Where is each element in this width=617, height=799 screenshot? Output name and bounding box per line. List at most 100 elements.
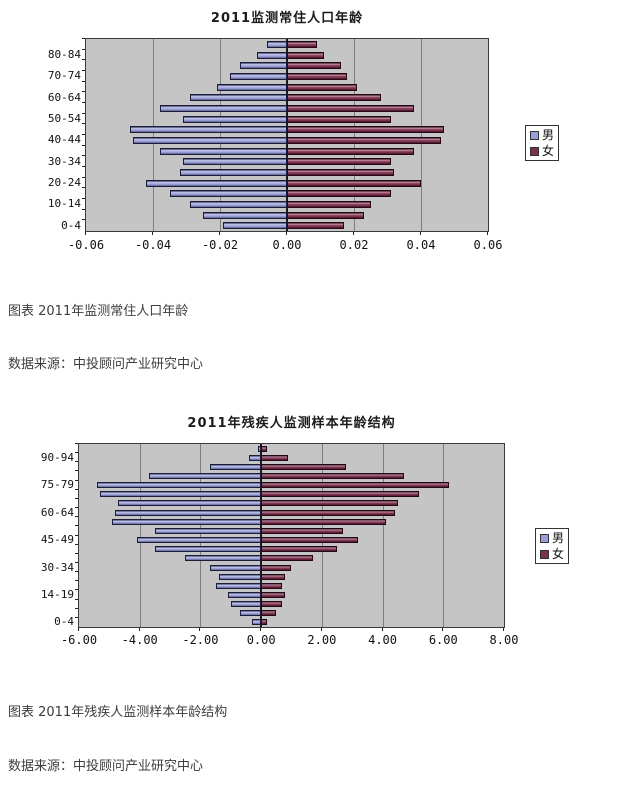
bar-male-60-64 [115, 509, 262, 516]
bar-female-0-4 [287, 222, 344, 230]
bar-male-25-29 [179, 168, 287, 176]
legend-label-male: 男 [542, 128, 555, 142]
bar-male-70-74 [230, 72, 287, 80]
x-axis-tick [503, 628, 504, 631]
y-axis-tick [75, 534, 78, 536]
y-axis-tick [82, 112, 85, 114]
chart2-caption: 图表 2011年残疾人监测样本年龄结构 [8, 705, 228, 720]
y-axis-tick [75, 598, 78, 600]
bar-male-65-69 [118, 500, 262, 507]
gridline [354, 39, 355, 231]
x-tick-label: -0.04 [134, 238, 172, 252]
y-tick-label: 80-84 [47, 48, 81, 61]
y-axis-tick [82, 70, 85, 71]
y-axis-tick [75, 561, 78, 563]
bar-male-25-29 [218, 573, 262, 580]
bar-male-30-34 [183, 158, 287, 166]
bar-female-20-24 [287, 179, 421, 187]
legend-entry-female: 女 [540, 548, 564, 561]
y-axis-tick [82, 91, 85, 93]
bar-female-25-29 [261, 573, 286, 580]
chart1-plot-area [85, 38, 489, 232]
y-axis-tick [75, 461, 78, 463]
y-axis-tick [82, 80, 85, 82]
bar-female-40-44 [287, 136, 442, 144]
y-axis-tick [75, 452, 78, 454]
y-axis-tick [82, 208, 85, 210]
bar-female-75-79 [261, 482, 450, 489]
bar-male-70-74 [100, 491, 262, 498]
y-axis-tick [82, 219, 85, 221]
bar-female-45-49 [261, 537, 359, 544]
chart2-source: 数据来源：中投顾问产业研究中心 [8, 759, 204, 774]
x-axis-tick [442, 628, 444, 631]
x-axis-tick [353, 232, 354, 235]
y-tick-label: 70-74 [47, 69, 81, 83]
bar-male-75-79 [97, 482, 262, 489]
bar-male-80-84 [148, 473, 262, 480]
y-tick-label: 60-64 [47, 90, 81, 104]
gridline [321, 444, 323, 627]
x-axis-tick [286, 232, 287, 235]
bar-female-60-64 [287, 94, 381, 102]
x-tick-label: 0.00 [246, 633, 276, 647]
y-tick-label: 75-79 [40, 478, 74, 492]
y-axis-tick [82, 134, 85, 135]
bar-male-30-34 [209, 564, 262, 571]
bar-female-25-29 [287, 168, 395, 176]
bar-male-45-49 [129, 126, 287, 134]
x-tick-label: 0.00 [272, 238, 302, 252]
bar-male-75-79 [240, 62, 287, 70]
bar-male-40-44 [154, 546, 262, 553]
legend-entry-female: 女 [530, 145, 554, 158]
chart2-title: 2011年残疾人监测样本年龄结构 [187, 416, 396, 431]
x-axis-tick [260, 628, 262, 631]
bar-male-95+ [258, 445, 262, 452]
y-axis-tick [82, 187, 85, 189]
y-tick-label: 10-14 [47, 197, 81, 211]
bar-female-50-54 [287, 115, 391, 123]
x-tick-label: 4.00 [368, 633, 398, 647]
legend-entry-male: 男 [530, 129, 554, 142]
chart1-title: 2011监测常住人口年龄 [210, 11, 364, 26]
y-axis-tick [75, 488, 78, 490]
x-tick-label: -6.00 [60, 633, 98, 647]
y-axis-tick [75, 589, 78, 591]
legend-label-female: 女 [552, 547, 565, 561]
y-axis-tick [82, 102, 85, 103]
y-axis-tick [82, 38, 85, 39]
y-tick-label: 20-24 [47, 176, 81, 189]
chart2-legend: 男女 [535, 528, 570, 564]
y-axis-tick [75, 607, 78, 609]
bar-male-20-24 [146, 179, 287, 187]
bar-male-65-69 [216, 83, 287, 91]
y-axis-tick [82, 48, 85, 50]
bar-female-80-84 [261, 473, 404, 480]
y-axis-tick [82, 155, 85, 157]
bar-male-50-54 [183, 115, 287, 123]
x-axis-tick [85, 232, 86, 235]
bar-male-90-94 [249, 454, 262, 461]
bar-female-5-9 [287, 211, 365, 219]
y-tick-label: 60-64 [40, 505, 74, 519]
x-tick-label: -0.02 [201, 238, 239, 252]
bar-male-20-24 [215, 582, 262, 589]
y-axis-tick [82, 59, 85, 61]
x-axis-tick [199, 628, 201, 631]
legend-label-female: 女 [542, 144, 555, 158]
legend-swatch-male [530, 131, 539, 140]
bar-female-95+ [261, 445, 268, 452]
bar-male-0-4 [252, 619, 262, 626]
bar-male-0-4 [223, 222, 287, 230]
x-axis-tick [381, 628, 383, 631]
y-tick-label: 30-34 [40, 560, 74, 574]
bar-male-5-9 [203, 211, 287, 219]
bar-male-10-14 [230, 601, 262, 608]
x-tick-label: 0.02 [339, 238, 369, 252]
bar-female-30-34 [261, 564, 292, 571]
x-axis-tick [219, 232, 220, 235]
bar-female-14-19 [261, 591, 286, 598]
y-axis-tick [75, 507, 78, 509]
bar-female-75-79 [287, 62, 341, 70]
legend-swatch-female [540, 550, 549, 559]
